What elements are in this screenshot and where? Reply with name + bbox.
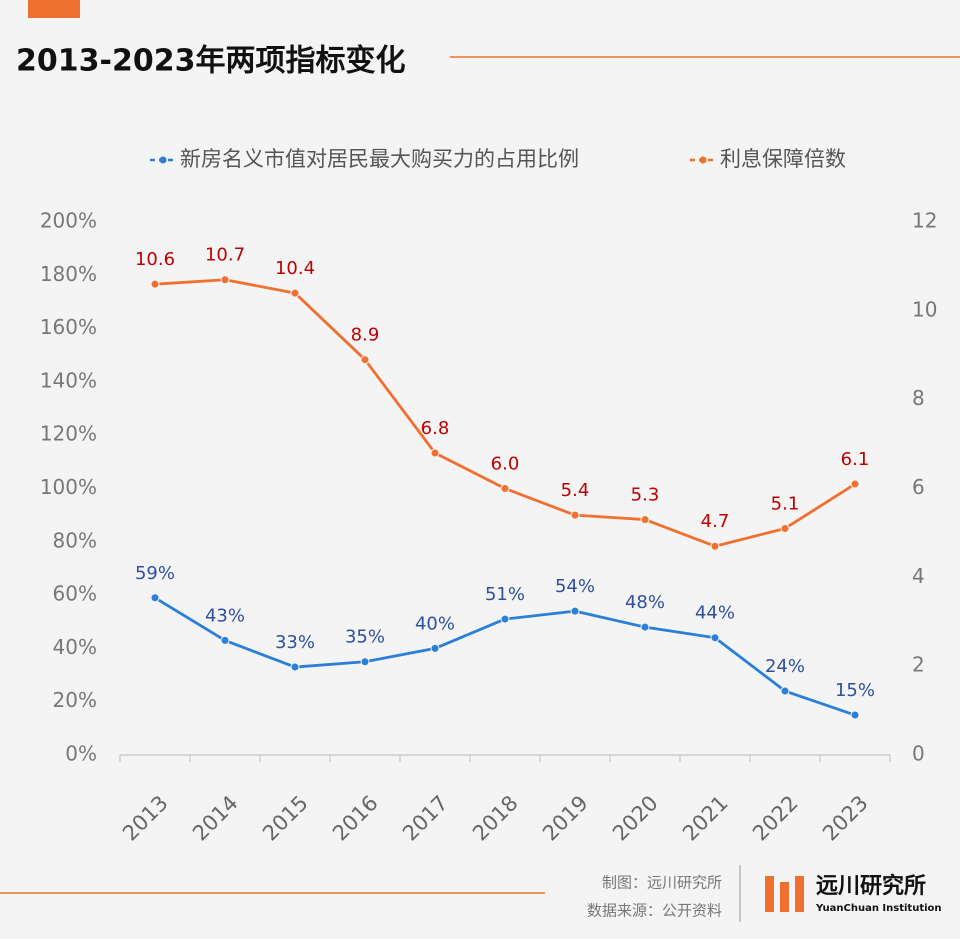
x-tick-label: 2014 [188,791,243,846]
data-label: 5.4 [561,480,590,501]
data-label: 10.4 [275,258,315,279]
data-label: 6.1 [841,449,870,470]
y2-tick-label: 4 [912,564,925,588]
data-label: 5.3 [631,485,660,506]
data-point [640,515,650,525]
x-tick-label: 2022 [748,791,803,846]
logo-text: 远川研究所 [816,873,926,899]
x-tick-label: 2023 [818,791,873,846]
x-tick-label: 2017 [398,791,453,846]
data-point [360,657,370,667]
data-label: 44% [695,603,735,624]
legend-marker [699,156,707,164]
data-point [360,355,370,365]
data-point [570,606,580,616]
data-point [710,541,720,551]
data-point [290,288,300,298]
y-tick-label: 100% [40,475,97,499]
data-point [570,510,580,520]
title-marker [28,0,80,18]
legend-marker [159,156,167,164]
y-tick-label: 60% [53,582,97,606]
credit: 制图：远川研究所 [602,874,722,892]
data-label: 43% [205,605,245,626]
y2-tick-label: 8 [912,386,925,410]
data-point [220,275,230,285]
data-point [850,479,860,489]
data-label: 8.9 [351,325,380,346]
legend-label: 新房名义市值对居民最大购买力的占用比例 [180,147,579,171]
data-label: 6.8 [421,418,450,439]
data-point [430,448,440,458]
data-point [430,643,440,653]
data-point [290,662,300,672]
data-point [640,622,650,632]
y2-tick-label: 10 [912,297,937,321]
chart-title: 2013-2023年两项指标变化 [16,44,405,79]
y-tick-label: 40% [53,635,97,659]
x-tick-label: 2020 [608,791,663,846]
y-tick-label: 80% [53,528,97,552]
data-label: 40% [415,613,455,634]
data-label: 6.0 [491,454,520,475]
data-point [780,523,790,533]
y-tick-label: 180% [40,262,97,286]
data-label: 10.6 [135,249,175,270]
data-point [780,686,790,696]
data-label: 59% [135,563,175,584]
y-tick-label: 20% [53,688,97,712]
x-tick-label: 2018 [468,791,523,846]
x-tick-label: 2015 [258,791,313,846]
data-label: 4.7 [701,511,730,532]
data-label: 48% [625,592,665,613]
x-tick-label: 2019 [538,791,593,846]
y-tick-label: 200% [40,209,97,233]
data-label: 51% [485,584,525,605]
data-point [500,614,510,624]
logo-subtext: YuanChuan Institution [815,903,942,914]
data-label: 5.1 [771,493,800,514]
source: 数据来源：公开资料 [587,902,722,920]
logo-mark [765,876,804,912]
x-tick-label: 2016 [328,791,383,846]
x-tick-label: 2021 [678,791,733,846]
data-point [850,710,860,720]
data-label: 54% [555,576,595,597]
y-tick-label: 0% [65,742,97,766]
data-label: 33% [275,632,315,653]
data-point [710,633,720,643]
y2-tick-label: 0 [912,742,925,766]
data-point [150,279,160,289]
data-label: 35% [345,627,385,648]
y2-tick-label: 12 [912,209,937,233]
data-label: 15% [835,680,875,701]
y2-tick-label: 6 [912,475,925,499]
data-point [220,635,230,645]
y-tick-label: 120% [40,422,97,446]
legend-label: 利息保障倍数 [720,147,846,171]
y-tick-label: 140% [40,368,97,392]
x-tick-label: 2013 [118,791,173,846]
data-point [150,593,160,603]
series-line [154,278,856,548]
data-label: 24% [765,656,805,677]
data-label: 10.7 [205,245,245,266]
y-tick-label: 160% [40,315,97,339]
y2-tick-label: 2 [912,653,925,677]
data-point [500,484,510,493]
